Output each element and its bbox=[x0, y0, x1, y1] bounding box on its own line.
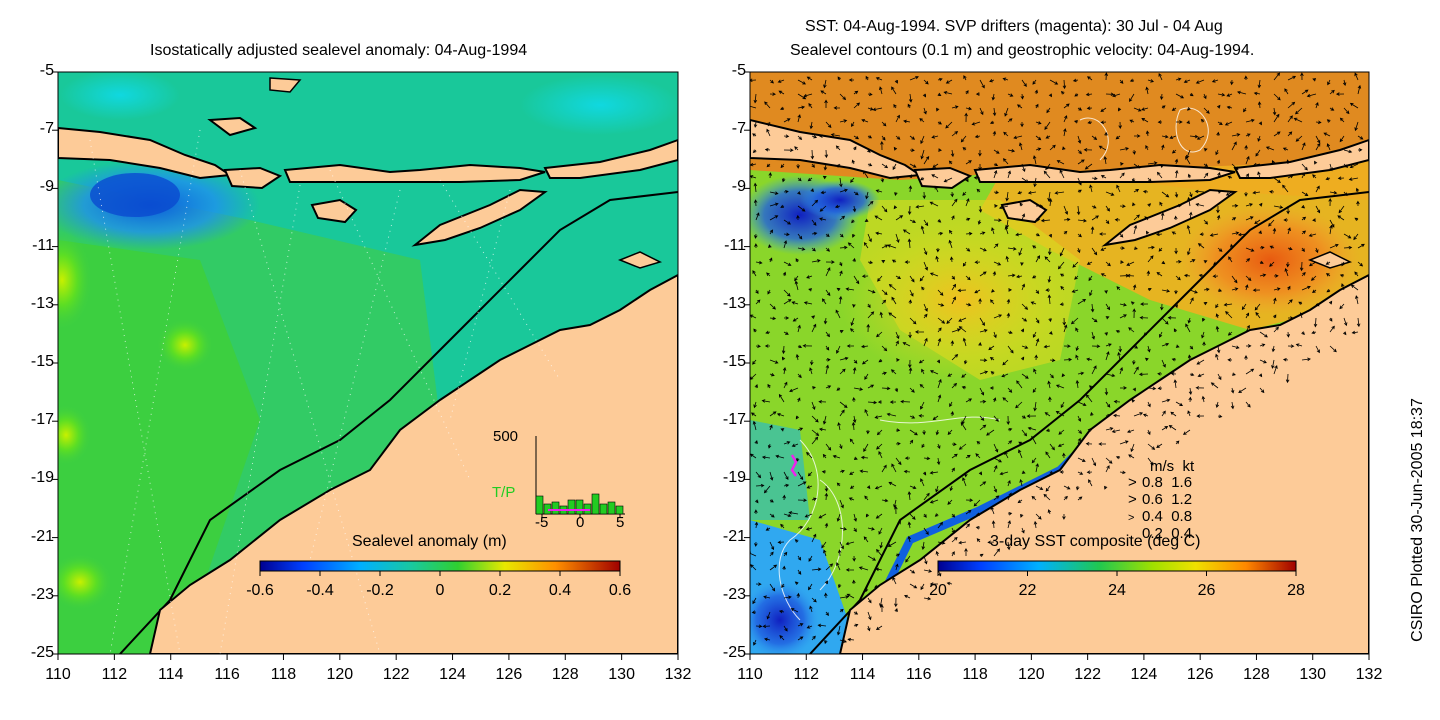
histogram-bar bbox=[591, 493, 600, 515]
right-map-title-line1: SST: 04-Aug-1994. SVP drifters (magenta)… bbox=[805, 18, 1223, 35]
legend-ms-value: 0.2 bbox=[1142, 525, 1163, 542]
legend-header-ms: m/s bbox=[1150, 458, 1175, 475]
y-tick-label: -17 bbox=[722, 411, 746, 429]
y-tick-label: -15 bbox=[30, 353, 54, 370]
histogram-bar bbox=[551, 501, 560, 515]
x-tick-label: 116 bbox=[214, 666, 240, 683]
left-map-title: Isostatically adjusted sealevel anomaly:… bbox=[150, 42, 528, 59]
colorbar-tick-label: 22 bbox=[1018, 582, 1037, 599]
y-tick-label: -15 bbox=[722, 353, 746, 370]
colorbar-tick-label: 0.6 bbox=[608, 582, 632, 599]
x-tick-label: 118 bbox=[270, 666, 297, 683]
y-tick-label: -21 bbox=[30, 527, 54, 545]
x-tick-label: 130 bbox=[1299, 666, 1327, 683]
colorbar-tick-label: 0.2 bbox=[488, 582, 512, 599]
inset-ymax-label: 500 bbox=[493, 428, 519, 445]
x-tick-label: 128 bbox=[1243, 666, 1270, 683]
y-tick-label: -9 bbox=[39, 178, 54, 196]
y-tick-label: -17 bbox=[30, 411, 54, 429]
y-tick-label: -11 bbox=[32, 236, 54, 254]
histogram-bar bbox=[575, 499, 584, 515]
legend-kt-value: 0.8 bbox=[1171, 508, 1193, 525]
histogram-bar bbox=[567, 499, 576, 515]
x-tick-label: 118 bbox=[962, 666, 988, 683]
plot-credit: CSIRO Plotted 30-Jun-2005 18:37 bbox=[1409, 398, 1426, 642]
legend-ms-value: 0.4 bbox=[1142, 508, 1163, 525]
x-tick-label: 110 bbox=[45, 666, 71, 683]
right-map-title-line2: Sealevel contours (0.1 m) and geostrophi… bbox=[790, 42, 1255, 59]
y-tick-label: -25 bbox=[30, 644, 54, 661]
x-tick-label: 130 bbox=[608, 666, 635, 683]
x-tick-label: 112 bbox=[793, 666, 820, 683]
y-tick-label: -23 bbox=[722, 585, 746, 603]
y-tick-label: -9 bbox=[731, 178, 746, 196]
x-tick-label: 114 bbox=[157, 666, 184, 683]
colorbar-tick-label: -0.6 bbox=[246, 582, 274, 599]
legend-header-kt: kt bbox=[1182, 458, 1195, 475]
colorbar-tick-label: -0.2 bbox=[366, 582, 394, 599]
sealevel-colorbar bbox=[259, 560, 621, 572]
y-tick-label: -19 bbox=[30, 469, 54, 487]
x-tick-label: 122 bbox=[382, 666, 410, 683]
histogram-bar bbox=[535, 495, 544, 515]
colorbar-tick-label: 0 bbox=[435, 582, 445, 599]
inset-xtick-0: 0 bbox=[576, 514, 585, 531]
histogram-bar bbox=[615, 505, 624, 515]
y-tick-label: -23 bbox=[30, 585, 54, 603]
sst-colorbar bbox=[937, 560, 1297, 572]
legend-row: >0.8 1.6 bbox=[1128, 474, 1193, 491]
histogram-bar bbox=[599, 503, 608, 515]
histogram-bar bbox=[607, 501, 616, 515]
sst-map bbox=[750, 72, 1369, 654]
legend-kt-value: 1.6 bbox=[1171, 474, 1193, 491]
inset-series-label: T/P bbox=[492, 484, 516, 501]
y-tick-label: -25 bbox=[722, 644, 746, 661]
legend-row: . 0.2 0.4 bbox=[1128, 525, 1193, 542]
inset-xtick-5: 5 bbox=[616, 514, 625, 531]
x-tick-label: 120 bbox=[1018, 666, 1045, 683]
x-tick-label: 112 bbox=[101, 666, 128, 683]
y-tick-label: -7 bbox=[731, 120, 746, 138]
legend-row: >0.6 1.2 bbox=[1128, 491, 1193, 508]
colorbar-tick-label: -0.4 bbox=[306, 582, 334, 599]
colorbar-tick-label: 26 bbox=[1197, 582, 1216, 599]
y-tick-label: -5 bbox=[731, 62, 746, 79]
y-tick-label: -7 bbox=[39, 120, 54, 138]
y-tick-label: -5 bbox=[39, 62, 54, 79]
legend-kt-value: 1.2 bbox=[1171, 491, 1193, 508]
legend-row: >0.4 0.8 bbox=[1128, 508, 1193, 525]
y-tick-label: -13 bbox=[722, 294, 746, 312]
y-tick-label: -13 bbox=[30, 294, 54, 312]
sst-colorbar-title: 3-day SST composite (deg C) bbox=[990, 533, 1201, 550]
x-tick-label: 128 bbox=[551, 666, 579, 683]
colorbar-tick-label: 28 bbox=[1287, 582, 1305, 599]
x-tick-label: 120 bbox=[326, 666, 354, 683]
tp-histogram-inset bbox=[535, 436, 625, 518]
x-tick-label: 124 bbox=[439, 666, 466, 683]
legend-ms-value: 0.6 bbox=[1142, 491, 1163, 508]
y-tick-label: -11 bbox=[724, 236, 746, 254]
x-tick-label: 122 bbox=[1074, 666, 1101, 683]
x-tick-label: 110 bbox=[737, 666, 763, 683]
inset-xtick-neg5: -5 bbox=[535, 514, 549, 531]
x-tick-label: 132 bbox=[1355, 666, 1383, 683]
x-tick-label: 126 bbox=[1186, 666, 1214, 683]
colorbar-tick-label: 0.4 bbox=[548, 582, 572, 599]
legend-kt-value: 0.4 bbox=[1171, 525, 1193, 542]
x-tick-label: 124 bbox=[1130, 666, 1158, 683]
x-tick-label: 126 bbox=[495, 666, 523, 683]
y-tick-label: -19 bbox=[722, 469, 746, 487]
sealevel-colorbar-title: Sealevel anomaly (m) bbox=[352, 533, 507, 550]
colorbar-tick-label: 20 bbox=[929, 582, 947, 599]
x-tick-label: 132 bbox=[664, 666, 692, 683]
legend-ms-value: 0.8 bbox=[1142, 474, 1163, 491]
colorbar-tick-label: 24 bbox=[1108, 582, 1126, 599]
x-tick-label: 116 bbox=[906, 666, 932, 683]
sealevel-anomaly-map bbox=[58, 72, 678, 654]
x-tick-label: 114 bbox=[849, 666, 876, 683]
y-tick-label: -21 bbox=[722, 527, 746, 545]
